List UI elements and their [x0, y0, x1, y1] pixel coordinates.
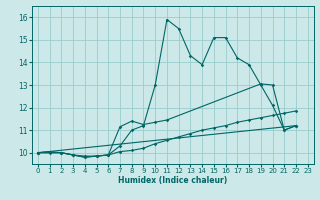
X-axis label: Humidex (Indice chaleur): Humidex (Indice chaleur) — [118, 176, 228, 185]
